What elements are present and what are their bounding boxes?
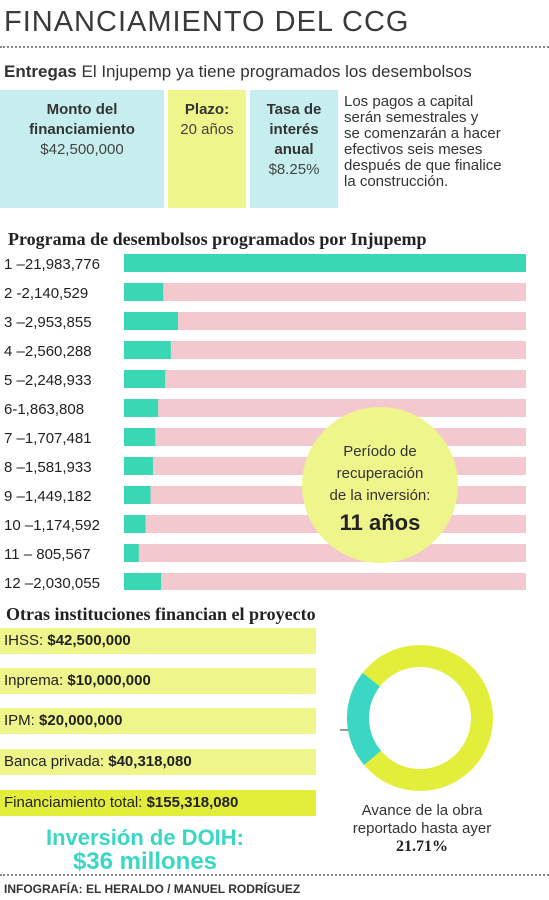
note-line: la construcción.	[344, 173, 449, 190]
note-line: se comenzarán a hacer	[344, 125, 501, 142]
callout-line	[340, 729, 348, 731]
bar-label: 5 –2,248,933	[4, 372, 92, 389]
bar-label: 8 –1,581,933	[4, 459, 92, 476]
total-name: Financiamiento total:	[4, 794, 143, 811]
page-title: FINANCIAMIENTO DEL CCG	[4, 6, 410, 38]
institution-name: Inprema:	[4, 672, 64, 689]
bar-label: 12 –2,030,055	[4, 575, 100, 590]
bar	[124, 457, 153, 475]
bar	[124, 515, 146, 533]
institution-row: IPM: $20,000,000	[0, 708, 316, 734]
note-line: efectivos seis meses	[344, 141, 483, 158]
progress-remaining-ring	[347, 645, 493, 791]
progress-value: 21.71%	[396, 838, 448, 855]
progress-line-1: Avance de la obra	[361, 802, 483, 819]
subtitle-lead: Entregas	[4, 62, 77, 81]
recovery-badge: Período de recuperación de la inversión:…	[302, 407, 458, 563]
bar-track	[124, 399, 526, 417]
note-line: después de que finalice	[344, 157, 502, 174]
tasa-label-2: interés	[269, 121, 319, 138]
recovery-circle	[302, 407, 458, 563]
total-row: Financiamiento total: $155,318,080	[0, 790, 316, 816]
institution-amount: $40,318,080	[108, 753, 192, 770]
inversion-label: Inversión de DOIH:	[45, 825, 245, 850]
inversion-callout: Inversión de DOIH: $36 millones	[30, 826, 260, 874]
tasa-box: Tasa de interés anual $8.25%	[250, 90, 338, 208]
bar	[124, 573, 162, 590]
bar	[124, 254, 526, 272]
credit-line: INFOGRAFÍA: EL HERALDO / MANUEL RODRÍGUE…	[4, 882, 301, 896]
progress-line-2: reportado hasta ayer	[352, 820, 492, 837]
institution-amount: $42,500,000	[47, 632, 131, 649]
bar	[124, 370, 166, 388]
bar-label: 9 –1,449,182	[4, 488, 92, 505]
institution-amount: $10,000,000	[67, 672, 151, 689]
plazo-value: 20 años	[180, 121, 234, 138]
bar-track	[124, 370, 526, 388]
institution-amount: $20,000,000	[39, 712, 123, 729]
bar-track	[124, 544, 526, 562]
bar	[124, 312, 179, 330]
institution-name: Banca privada:	[4, 753, 105, 770]
disbursement-chart: 1 –21,983,776 2 -2,140,529 3 –2,953,855 4 –…	[4, 254, 526, 590]
bar-label: 4 –2,560,288	[4, 343, 92, 360]
monto-label-1: Monto del	[46, 101, 118, 118]
bar	[124, 428, 156, 446]
progress-caption: Avance de la obra reportado hasta ayer 2…	[322, 802, 522, 856]
bar-label: 11 – 805,567	[4, 546, 90, 563]
institution-row: IHSS: $42,500,000	[0, 628, 316, 654]
chart-title: Programa de desembolsos programados por …	[8, 229, 427, 249]
institution-name: IHSS:	[4, 632, 44, 649]
note-line: serán semestrales y	[344, 109, 479, 126]
bar	[124, 341, 171, 359]
bar-label: 2 -2,140,529	[4, 285, 88, 302]
inversion-value: $36 millones	[72, 848, 218, 875]
bar-label: 3 –2,953,855	[4, 314, 92, 331]
bar-label: 1 –21,983,776	[4, 256, 100, 273]
bar	[124, 399, 159, 417]
others-title: Otras instituciones financian el proyect…	[6, 604, 316, 624]
recovery-line-1: Período de	[343, 443, 416, 460]
monto-value: $42,500,000	[40, 141, 124, 158]
monto-box: Monto del financiamiento $42,500,000	[0, 90, 164, 208]
plazo-box: Plazo: 20 años	[168, 90, 246, 208]
institution-row: Banca privada: $40,318,080	[0, 749, 316, 775]
bar-track	[124, 573, 526, 590]
bar	[124, 283, 164, 301]
tasa-label-3: anual	[274, 141, 314, 158]
recovery-line-2: recuperación	[337, 465, 424, 482]
tasa-value: $8.25%	[268, 161, 320, 178]
recovery-line-3: de la inversión:	[330, 487, 431, 504]
progress-donut	[340, 645, 494, 791]
subtitle-text: El Injupemp ya tiene programados los des…	[81, 62, 472, 81]
bar-track	[124, 283, 526, 301]
subtitle: Entregas El Injupemp ya tiene programado…	[4, 62, 472, 82]
bar-track	[124, 341, 526, 359]
bar	[124, 486, 151, 504]
recovery-value: 11 años	[340, 510, 421, 535]
bar-label: 10 –1,174,592	[4, 517, 100, 534]
title-divider	[0, 46, 549, 48]
bar-label: 6-1,863,808	[4, 401, 84, 418]
bar	[124, 544, 139, 562]
institution-row: Inprema: $10,000,000	[0, 668, 316, 694]
bar-track	[124, 312, 526, 330]
note-line: Los pagos a capital	[344, 93, 474, 110]
plazo-label: Plazo:	[184, 101, 230, 118]
footer-divider	[0, 874, 549, 876]
monto-label-2: financiamiento	[29, 121, 135, 138]
bar-label: 7 –1,707,481	[4, 430, 92, 447]
tasa-label-1: Tasa de	[266, 101, 322, 118]
institution-name: IPM:	[4, 712, 35, 729]
total-amount: $155,318,080	[146, 794, 239, 811]
payment-note: Los pagos a capital serán semestrales y …	[344, 94, 544, 190]
